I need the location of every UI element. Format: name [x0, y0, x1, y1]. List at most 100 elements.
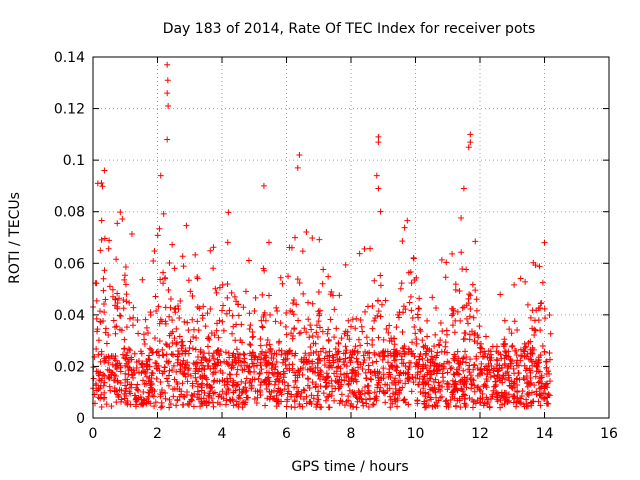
data-point [341, 402, 348, 409]
data-point [527, 375, 534, 382]
data-point [292, 372, 299, 379]
data-point [473, 307, 480, 314]
data-point [419, 337, 426, 344]
data-point [391, 346, 398, 353]
data-point [382, 297, 389, 304]
data-point [266, 341, 273, 348]
data-point [347, 357, 354, 364]
data-point [427, 362, 434, 369]
data-point [189, 345, 196, 352]
data-point [462, 392, 469, 399]
data-point [161, 275, 168, 282]
data-point [331, 370, 338, 377]
data-point [196, 305, 203, 312]
data-point [505, 348, 512, 355]
data-point [535, 398, 542, 405]
data-point [383, 326, 390, 333]
data-point [320, 345, 327, 352]
data-point [539, 394, 546, 401]
data-point [457, 379, 464, 386]
data-points [90, 61, 554, 411]
chart-title: Day 183 of 2014, Rate Of TEC Index for r… [163, 21, 536, 37]
data-point [179, 253, 186, 260]
data-point [315, 318, 322, 325]
data-point [350, 367, 357, 374]
data-point [207, 247, 214, 254]
data-point [200, 395, 207, 402]
data-point [157, 404, 164, 411]
data-point [359, 328, 366, 335]
data-point [265, 360, 272, 367]
data-point [494, 361, 501, 368]
data-point [165, 372, 172, 379]
data-point [536, 263, 543, 270]
data-point [416, 295, 423, 302]
data-point [93, 345, 100, 352]
data-point [318, 369, 325, 376]
data-point [166, 332, 173, 339]
data-point [165, 382, 172, 389]
data-point [305, 299, 312, 306]
data-point [465, 144, 472, 151]
data-point [94, 180, 101, 187]
data-point [271, 366, 278, 373]
data-point [257, 342, 264, 349]
data-point [114, 378, 121, 385]
data-point [371, 389, 378, 396]
data-point [151, 388, 158, 395]
data-point [404, 217, 411, 224]
data-point [432, 331, 439, 338]
data-point [511, 281, 518, 288]
data-point [288, 403, 295, 410]
data-point [533, 307, 540, 314]
y-tick-label: 0.1 [63, 153, 85, 169]
data-point [300, 290, 307, 297]
data-point [123, 324, 130, 331]
data-point [198, 398, 205, 405]
data-point [257, 392, 264, 399]
data-point [159, 346, 166, 353]
data-point [316, 324, 323, 331]
data-point [246, 341, 253, 348]
data-point [169, 241, 176, 248]
data-point [152, 359, 159, 366]
data-point [541, 349, 548, 356]
data-point [284, 382, 291, 389]
data-point [477, 387, 484, 394]
data-point [375, 139, 382, 146]
data-point [401, 224, 408, 231]
data-point [456, 365, 463, 372]
data-point [138, 350, 145, 357]
data-point [523, 396, 530, 403]
data-point [159, 403, 166, 410]
data-point [267, 346, 274, 353]
data-point [447, 365, 454, 372]
data-point [114, 290, 121, 297]
data-point [101, 267, 108, 274]
data-point [181, 318, 188, 325]
data-point [545, 391, 552, 398]
data-point [155, 303, 162, 310]
data-point [194, 388, 201, 395]
data-point [402, 306, 409, 313]
data-point [373, 397, 380, 404]
data-point [437, 388, 444, 395]
data-point [346, 354, 353, 361]
data-point [98, 236, 105, 243]
data-point [361, 384, 368, 391]
data-point [291, 384, 298, 391]
data-point [256, 371, 263, 378]
data-point [379, 356, 386, 363]
data-point [375, 185, 382, 192]
data-point [539, 279, 546, 286]
data-point [262, 402, 269, 409]
data-point [428, 396, 435, 403]
data-point [309, 367, 316, 374]
data-point [515, 398, 522, 405]
data-point [513, 376, 520, 383]
data-point [390, 390, 397, 397]
data-point [293, 391, 300, 398]
data-point [260, 182, 267, 189]
data-point [241, 401, 248, 408]
data-point [314, 333, 321, 340]
